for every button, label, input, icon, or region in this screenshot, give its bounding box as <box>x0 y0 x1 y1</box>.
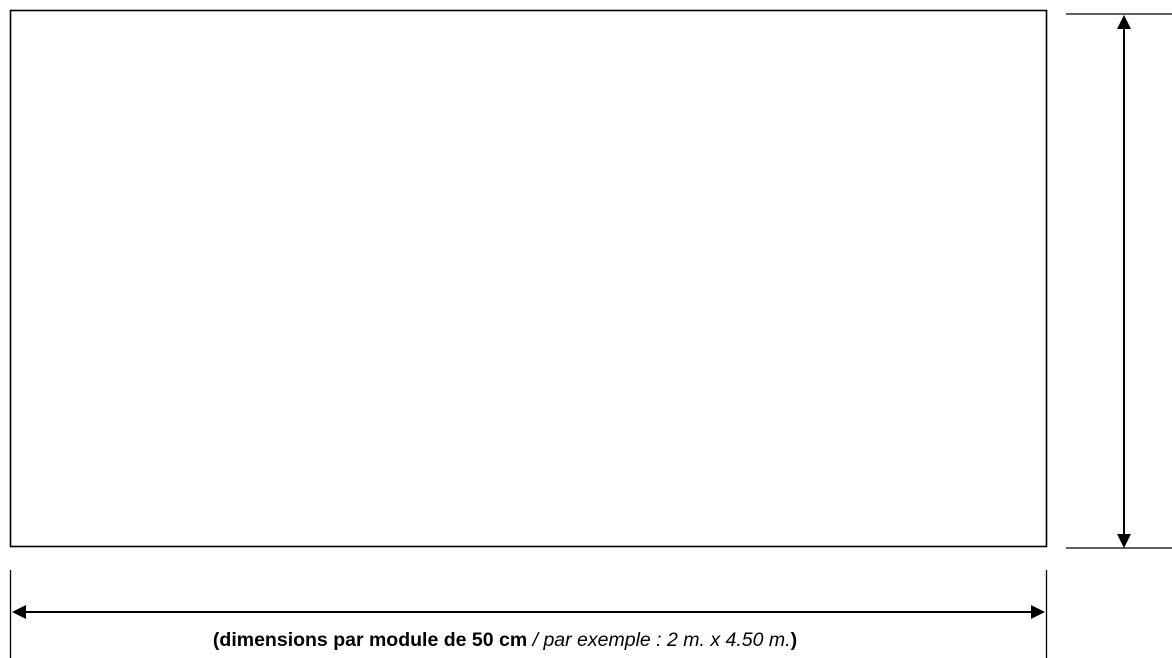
caption-open-paren: ( <box>213 629 220 651</box>
height-arrowhead-down <box>1117 534 1131 548</box>
caption-bold-text: dimensions par module de 50 cm <box>219 629 527 651</box>
dimension-caption: (dimensions par module de 50 cm / par ex… <box>213 629 797 651</box>
height-arrowhead-up <box>1117 15 1131 29</box>
width-arrowhead-left <box>12 605 26 619</box>
caption-italic-text: par exemple : 2 m. x 4.50 m. <box>542 629 790 651</box>
caption-separator: / <box>527 629 543 651</box>
caption-close-paren: ) <box>791 629 798 651</box>
width-arrowhead-right <box>1031 605 1045 619</box>
stand-area-rectangle <box>9 9 1048 548</box>
